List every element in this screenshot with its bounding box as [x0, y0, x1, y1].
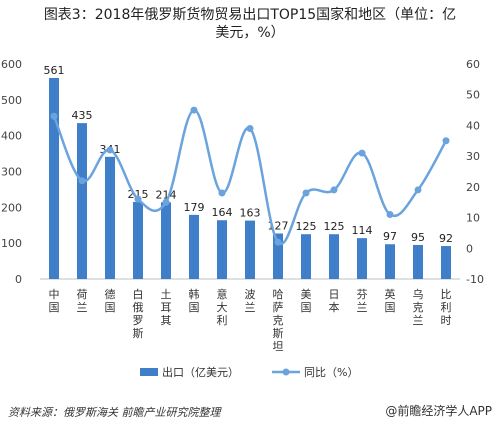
- y-left-tick-label: 100: [1, 237, 22, 250]
- category-label: 乌克兰: [413, 287, 424, 327]
- category-label: 德国: [105, 287, 116, 314]
- yoy-point: [78, 177, 86, 185]
- y-left-tick-label: 600: [1, 58, 22, 71]
- y-left-tick-label: 400: [1, 130, 22, 143]
- yoy-point: [50, 112, 58, 120]
- chart-title-line-1: 图表3：2018年俄罗斯货物贸易出口TOP15国家和地区（单位：亿: [43, 7, 457, 23]
- category-label: 荷兰: [77, 288, 88, 314]
- y-right-tick-label: 30: [466, 150, 480, 163]
- bar-value-label: 179: [184, 201, 205, 214]
- legend-bar-swatch: [140, 368, 158, 376]
- yoy-point: [162, 198, 170, 206]
- y-right-tick-label: 40: [466, 119, 480, 132]
- yoy-point: [302, 189, 310, 197]
- category-label: 意大利: [217, 287, 228, 327]
- combo-chart: 0 100 200 300 400 500 600 -10 0 10 20 30 40 50 60 561 43…: [1, 58, 484, 353]
- bar-value-label: 435: [72, 109, 93, 122]
- yoy-point: [414, 186, 422, 194]
- yoy-point: [358, 149, 366, 157]
- yoy-point: [134, 195, 142, 203]
- source-note: 资料来源：俄罗斯海关 前瞻产业研究院整理: [8, 406, 221, 419]
- chart-title: 图表3：2018年俄罗斯货物贸易出口TOP15国家和地区（单位：亿 美元，%）: [0, 6, 500, 42]
- bar: [161, 202, 171, 279]
- yoy-point: [330, 186, 338, 194]
- y-left-tick-label: 0: [15, 273, 22, 286]
- category-label: 中国: [49, 288, 60, 314]
- yoy-point: [218, 189, 226, 197]
- bar: [189, 214, 199, 279]
- category-label: 波兰: [245, 288, 256, 314]
- category-label: 美国: [301, 288, 312, 314]
- yoy-point: [246, 125, 254, 132]
- bar: [217, 220, 227, 279]
- bar: [301, 234, 311, 279]
- bar: [105, 156, 115, 279]
- bar-value-label: 164: [212, 206, 233, 219]
- category-label: 英国: [385, 287, 396, 314]
- bar: [77, 123, 87, 279]
- y-left-tick-label: 500: [1, 94, 22, 107]
- category-label: 日本: [329, 288, 340, 314]
- bar: [273, 233, 283, 279]
- category-label: 土耳其: [161, 288, 172, 327]
- y-right-tick-label: 60: [466, 58, 480, 71]
- legend-item-export: 出口（亿美元）: [140, 364, 239, 380]
- yoy-point: [190, 106, 198, 114]
- yoy-point: [274, 238, 282, 246]
- bar-value-label: 95: [411, 231, 425, 244]
- category-label: 比利时: [441, 288, 452, 327]
- category-label: 哈萨克斯坦: [273, 288, 284, 353]
- bar-value-label: 125: [324, 220, 345, 233]
- category-label: 韩国: [189, 287, 200, 314]
- legend-line-swatch: [272, 368, 300, 376]
- bar-value-label: 561: [44, 64, 65, 77]
- legend-item-yoy: 同比（%）: [272, 364, 358, 380]
- bar: [413, 244, 423, 279]
- bar: [133, 201, 143, 279]
- yoy-point: [442, 137, 450, 145]
- y-right-tick-label: -10: [466, 273, 484, 286]
- brand-watermark: @前瞻经济学人APP: [385, 404, 492, 418]
- bar-value-label: 97: [383, 230, 397, 243]
- category-label: 芬兰: [357, 288, 368, 314]
- y-right-tick-label: 0: [466, 242, 473, 255]
- y-left-tick-label: 300: [1, 166, 22, 179]
- bar: [245, 220, 255, 279]
- bar-value-label: 92: [439, 232, 453, 245]
- y-right-tick-label: 50: [466, 89, 480, 102]
- bar: [357, 238, 367, 279]
- bar: [329, 234, 339, 279]
- bar: [441, 246, 451, 279]
- legend-label-yoy: 同比（%）: [304, 366, 359, 379]
- yoy-point: [386, 211, 394, 218]
- bar-value-label: 163: [240, 207, 261, 220]
- category-label: 白俄罗斯: [133, 287, 144, 340]
- chart-title-line-2: 美元，%）: [215, 25, 285, 41]
- y-right-tick-label: 10: [466, 212, 480, 225]
- bar-value-label: 125: [296, 220, 317, 233]
- y-left-tick-label: 200: [1, 201, 22, 214]
- y-right-tick-label: 20: [466, 181, 480, 194]
- legend: 出口（亿美元） 同比（%）: [0, 364, 500, 380]
- bar-value-label: 114: [352, 224, 373, 237]
- legend-label-export: 出口（亿美元）: [162, 366, 239, 379]
- bar: [385, 244, 395, 279]
- yoy-point: [106, 146, 114, 154]
- bar: [49, 77, 59, 279]
